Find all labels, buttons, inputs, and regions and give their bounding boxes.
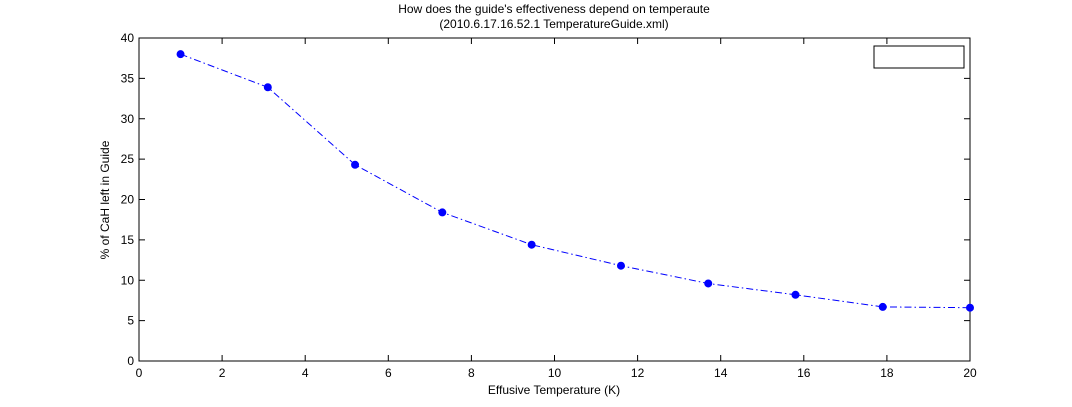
data-point xyxy=(263,83,272,92)
data-point xyxy=(704,279,713,288)
y-tick-label: 10 xyxy=(121,273,135,287)
x-tick-label: 18 xyxy=(880,366,894,380)
x-tick-labels: 0 2 4 6 8 10 12 14 16 18 20 xyxy=(136,366,977,380)
data-point xyxy=(176,50,185,59)
x-tick-label: 6 xyxy=(385,366,392,380)
y-tick-label: 15 xyxy=(121,233,135,247)
y-tick-label: 5 xyxy=(127,314,134,328)
data-point xyxy=(351,160,360,169)
data-point xyxy=(966,303,974,312)
y-tick-label: 25 xyxy=(121,152,135,166)
x-axis-label: Effusive Temperature (K) xyxy=(488,383,620,397)
y-tick-labels: 0 5 10 15 20 25 30 35 40 xyxy=(121,31,135,368)
x-tick-label: 8 xyxy=(468,366,475,380)
x-tick-label: 20 xyxy=(963,366,977,380)
plot-area xyxy=(138,37,971,362)
series-layer xyxy=(176,50,974,312)
y-tick-label: 0 xyxy=(127,354,134,368)
data-point xyxy=(878,302,887,311)
data-point xyxy=(438,208,447,217)
data-point xyxy=(616,261,625,270)
data-point xyxy=(791,290,800,299)
y-axis-label: % of CaH left in Guide xyxy=(98,140,112,259)
y-tick-label: 40 xyxy=(121,31,135,45)
tick-marks xyxy=(138,37,971,362)
y-tick-label: 30 xyxy=(121,112,135,126)
x-tick-label: 2 xyxy=(219,366,226,380)
series-line xyxy=(180,53,971,309)
y-tick-label: 20 xyxy=(121,193,135,207)
x-tick-label: 16 xyxy=(797,366,811,380)
data-point xyxy=(527,240,536,249)
x-tick-label: 10 xyxy=(548,366,562,380)
x-tick-label: 0 xyxy=(136,366,143,380)
x-tick-label: 12 xyxy=(631,366,645,380)
x-tick-label: 4 xyxy=(302,366,309,380)
y-tick-label: 35 xyxy=(121,71,135,85)
chart-title: How does the guide's effectiveness depen… xyxy=(398,2,710,16)
chart-subtitle: (2010.6.17.16.52.1 TemperatureGuide.xml) xyxy=(439,17,668,31)
x-tick-label: 14 xyxy=(714,366,728,380)
legend-box xyxy=(873,45,965,69)
